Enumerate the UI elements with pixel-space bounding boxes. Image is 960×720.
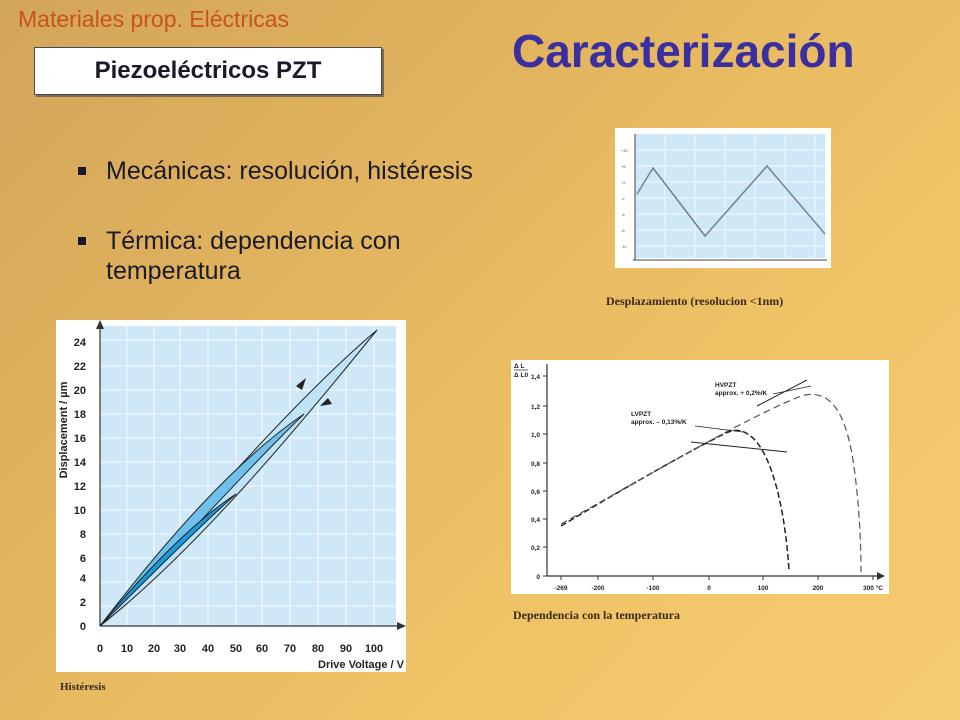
lvpzt-name-label: LVPZT — [631, 411, 651, 418]
hysteresis-chart-image: 0 2 4 6 8 10 12 14 16 18 20 22 24 0 10 2… — [58, 320, 406, 671]
svg-text:+2: +2 — [621, 180, 626, 185]
svg-text:-2: -2 — [621, 196, 625, 201]
bullet-text-line1: Térmica: dependencia con — [106, 227, 401, 255]
svg-text:+6: +6 — [621, 164, 626, 169]
y-tick: 0,8 — [531, 461, 540, 468]
y-tick: 14 — [74, 457, 87, 469]
section-subtitle: Materiales prop. Eléctricas — [18, 6, 289, 32]
x-tick: -100 — [646, 585, 659, 592]
bullet-thermal: Térmica: dependencia con temperatura — [78, 226, 598, 288]
y-tick: 16 — [74, 433, 86, 445]
y-tick: 0,4 — [531, 517, 540, 524]
svg-text:-10: -10 — [621, 244, 628, 249]
x-tick: 80 — [312, 643, 324, 655]
x-tick: 70 — [284, 643, 296, 655]
y-tick: 22 — [74, 361, 86, 373]
displacement-caption: Desplazamiento (resolucion <1nm) — [606, 294, 784, 308]
x-tick: 60 — [256, 643, 268, 655]
y-tick: 0 — [536, 574, 540, 581]
y-tick: 0 — [80, 621, 86, 633]
temperature-caption: Dependencia con la temperatura — [513, 608, 680, 622]
bullet-text-line2: temperatura — [106, 257, 241, 285]
y-tick: 0,6 — [531, 489, 540, 496]
x-tick: 0 — [707, 585, 711, 592]
topic-tag: Piezoeléctricos PZT — [34, 47, 382, 95]
y-tick: 12 — [74, 481, 86, 493]
y-tick: 10 — [74, 505, 86, 517]
displacement-waveform-image: +10 +6 +2 -2 -6 -8 -10 — [621, 134, 827, 261]
y-tick: 20 — [74, 385, 86, 397]
x-tick: 40 — [202, 643, 214, 655]
x-tick: 30 — [174, 643, 186, 655]
bullet-mechanical: Mecánicas: resolución, histéresis — [78, 156, 598, 188]
x-tick: -269 — [554, 585, 567, 592]
x-tick: 100 — [365, 643, 383, 655]
x-tick: 100 — [758, 585, 769, 592]
hysteresis-figure: 0 2 4 6 8 10 12 14 16 18 20 22 24 0 10 2… — [56, 320, 406, 672]
y-tick: 2 — [80, 597, 86, 609]
bullet-text: Mecánicas: resolución, histéresis — [106, 157, 473, 185]
y-tick: 4 — [80, 573, 87, 585]
svg-text:-8: -8 — [621, 228, 625, 233]
x-axis-label: Drive Voltage / V — [318, 659, 405, 671]
y-tick: 24 — [74, 337, 87, 349]
x-tick: 20 — [148, 643, 160, 655]
x-tick: 300 °C — [863, 584, 883, 592]
y-tick: 18 — [74, 409, 86, 421]
y-tick: 1,4 — [531, 374, 540, 381]
y-axis-label-den: Δ L0 — [514, 372, 528, 379]
hysteresis-caption: Histéresis — [60, 681, 106, 693]
hvpzt-coef-label: approx. + 0,2%/K — [715, 390, 768, 397]
x-tick: 90 — [340, 643, 352, 655]
lvpzt-coef-label: approx. – 0,13%/K — [631, 419, 687, 426]
temperature-chart-image: HVPZT approx. + 0,2%/K LVPZT approx. – 0… — [514, 363, 885, 592]
y-tick: 1,0 — [531, 432, 540, 439]
temperature-figure: HVPZT approx. + 0,2%/K LVPZT approx. – 0… — [511, 360, 889, 594]
slide-title: Caracterización — [512, 25, 855, 77]
x-tick: 200 — [813, 585, 824, 592]
x-tick: -200 — [591, 585, 604, 592]
y-axis-label: Displacement / µm — [58, 381, 70, 478]
svg-text:-6: -6 — [621, 212, 625, 217]
x-tick: 0 — [97, 643, 103, 655]
svg-text:+10: +10 — [621, 148, 629, 153]
y-tick: 1,2 — [531, 404, 540, 411]
displacement-figure: +10 +6 +2 -2 -6 -8 -10 — [615, 128, 831, 268]
bullet-square-icon — [78, 167, 86, 175]
y-tick: 8 — [80, 529, 86, 541]
x-tick: 50 — [230, 643, 242, 655]
y-tick: 0,2 — [531, 545, 540, 552]
y-tick: 6 — [80, 553, 86, 565]
y-axis-label-num: Δ L — [514, 363, 524, 370]
hvpzt-name-label: HVPZT — [715, 382, 736, 389]
bullet-square-icon — [78, 237, 86, 245]
x-tick: 10 — [121, 643, 133, 655]
